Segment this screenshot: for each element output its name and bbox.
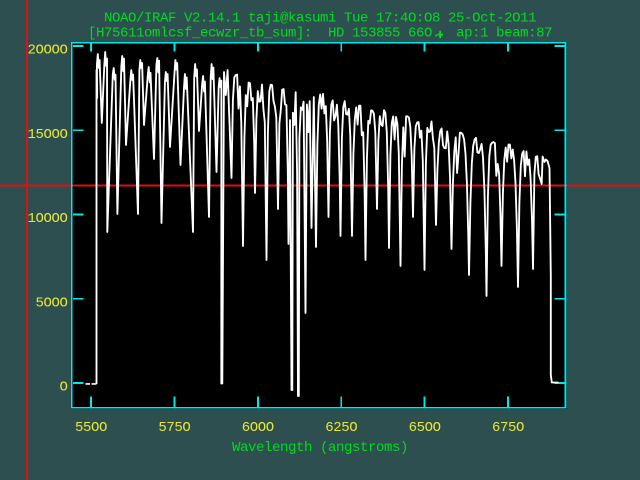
svg-text:625O: 625O xyxy=(325,420,357,436)
svg-text:Wavelength (angstroms): Wavelength (angstroms) xyxy=(232,440,408,456)
svg-text:15OOO: 15OOO xyxy=(27,127,67,143)
svg-text:2OOOO: 2OOOO xyxy=(27,43,67,59)
svg-text:1OOOO: 1OOOO xyxy=(27,211,67,227)
svg-text:O: O xyxy=(59,380,67,396)
svg-text:55OO: 55OO xyxy=(75,420,107,436)
svg-text:65OO: 65OO xyxy=(409,420,441,436)
svg-text:NOAO/IRAF V2.14.1 taji@kasumi: NOAO/IRAF V2.14.1 taji@kasumi Tue 17:4O:… xyxy=(104,10,536,26)
svg-text:575O: 575O xyxy=(158,420,190,436)
svg-text:[H75611omlcsf_ecwzr_tb_sum]:: [H75611omlcsf_ecwzr_tb_sum]: HD 153855 6… xyxy=(88,25,552,41)
svg-text:675O: 675O xyxy=(492,420,524,436)
svg-text:5OOO: 5OOO xyxy=(35,295,67,311)
svg-text:6OOO: 6OOO xyxy=(242,420,274,436)
